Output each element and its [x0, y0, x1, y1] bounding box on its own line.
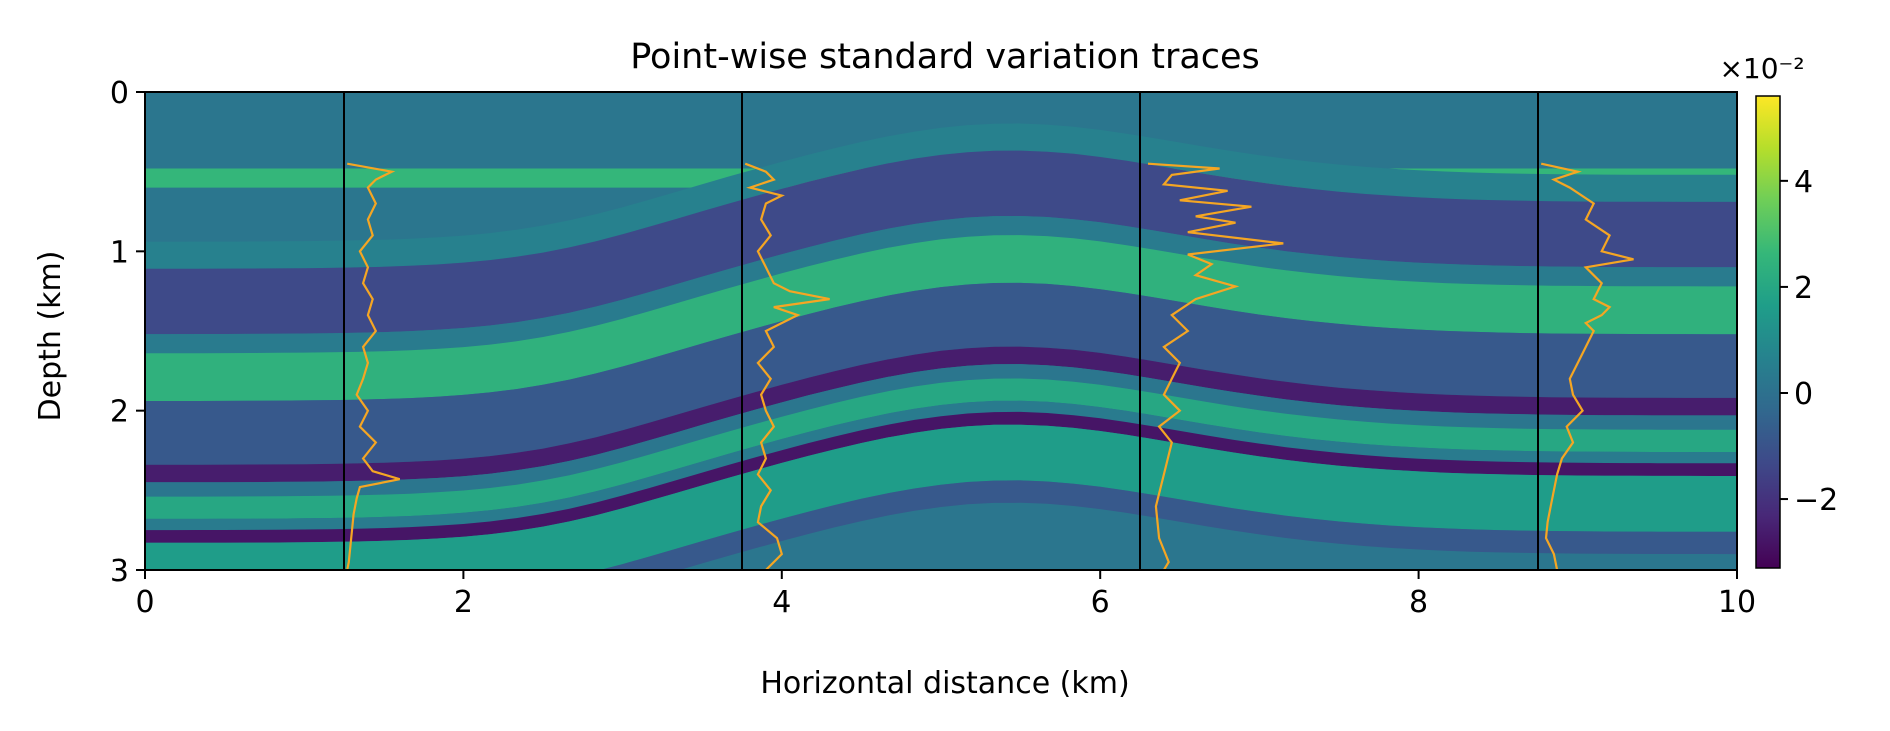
- heatmap-layer: [145, 282, 1737, 465]
- colorbar-scale: [1755, 95, 1781, 569]
- heatmap-layer: [145, 364, 1737, 497]
- x-tick-label: 6: [1091, 585, 1110, 620]
- heatmap-layer: [145, 123, 1737, 269]
- y-tick-label: 3: [110, 554, 129, 589]
- y-tick-label: 0: [110, 76, 129, 111]
- x-tick-label: 0: [135, 585, 154, 620]
- heatmap-layer: [145, 346, 1737, 483]
- heatmap-layer: [145, 150, 1737, 335]
- heatmap-layers: [145, 123, 1737, 570]
- heatmap-layer: [145, 235, 1737, 401]
- std-traces: [343, 92, 1634, 570]
- chart-title: Point-wise standard variation traces: [630, 37, 1260, 77]
- colorbar-ticks: −2 0 2 4: [1780, 165, 1838, 518]
- heatmap-layer: [145, 424, 1737, 570]
- x-axis-label: Horizontal distance (km): [760, 666, 1129, 701]
- plot-area: [145, 92, 1737, 570]
- colorbar-tick-label: 2: [1794, 271, 1813, 306]
- plot-frame: [144, 91, 1738, 571]
- heatmap-layer: [145, 216, 1737, 354]
- colorbar-exponent-label: ×10⁻²: [1719, 52, 1804, 85]
- y-axis-label: Depth (km): [33, 251, 68, 422]
- std-trace-line: [1540, 162, 1634, 570]
- x-tick-label: 8: [1409, 585, 1428, 620]
- heatmap-layer: [145, 378, 1737, 519]
- colorbar-tick-label: 4: [1794, 165, 1813, 200]
- colorbar-tick-label: −2: [1794, 483, 1838, 518]
- std-trace-line: [346, 162, 401, 570]
- x-tick-label: 4: [772, 585, 791, 620]
- y-axis: 0 1 2 3: [110, 76, 145, 589]
- colorbar-tick-label: 0: [1794, 377, 1813, 412]
- std-trace-line: [744, 162, 830, 570]
- colorbar: −2 0 2 4 ×10⁻²: [1719, 52, 1838, 569]
- std-trace-line: [1147, 162, 1284, 570]
- x-tick-label: 10: [1718, 585, 1756, 620]
- x-tick-label: 2: [454, 585, 473, 620]
- heatmap-layer: [599, 480, 1737, 570]
- y-tick-label: 1: [110, 235, 129, 270]
- y-tick-label: 2: [110, 395, 129, 430]
- heatmap-layer: [145, 411, 1737, 543]
- x-axis: 0 2 4 6 8 10: [135, 570, 1756, 620]
